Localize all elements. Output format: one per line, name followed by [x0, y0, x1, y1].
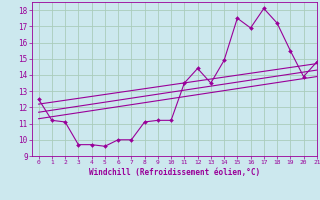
X-axis label: Windchill (Refroidissement éolien,°C): Windchill (Refroidissement éolien,°C) [89, 168, 260, 177]
